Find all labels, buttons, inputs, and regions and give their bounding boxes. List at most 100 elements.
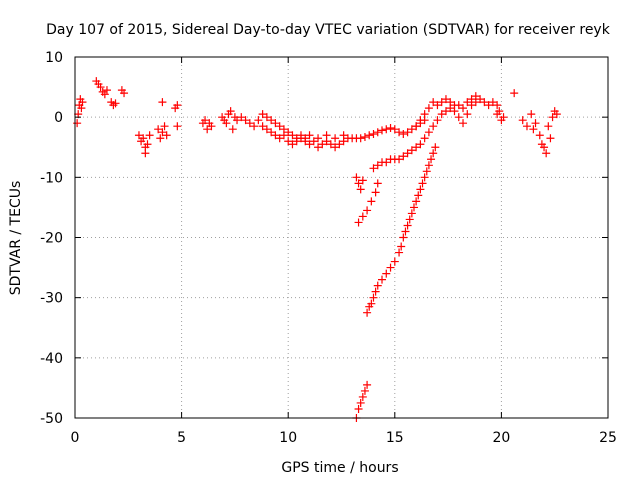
data-point xyxy=(139,134,148,143)
y-tick-label: -20 xyxy=(40,231,63,247)
data-point xyxy=(162,131,171,140)
data-point xyxy=(373,161,382,170)
plot-frame xyxy=(74,56,609,419)
data-point xyxy=(363,380,372,389)
data-point xyxy=(386,263,395,272)
data-point xyxy=(390,125,399,134)
data-point xyxy=(403,128,412,137)
data-point xyxy=(414,191,423,200)
data-point xyxy=(356,134,365,143)
data-point xyxy=(397,242,406,251)
data-point xyxy=(284,128,293,137)
data-point xyxy=(431,143,440,152)
data-point xyxy=(73,119,82,128)
data-point xyxy=(416,140,425,149)
data-point xyxy=(429,122,438,131)
data-point xyxy=(424,104,433,113)
data-point xyxy=(420,134,429,143)
data-point xyxy=(529,125,538,134)
data-point xyxy=(275,122,284,131)
data-point xyxy=(233,116,242,125)
data-point xyxy=(367,197,376,206)
data-point xyxy=(399,130,408,139)
data-point xyxy=(354,179,363,188)
data-point xyxy=(284,137,293,146)
x-tick-labels: 0 5 10 15 20 25 xyxy=(71,430,617,446)
data-point xyxy=(427,155,436,164)
data-point xyxy=(111,99,120,108)
data-point xyxy=(141,149,150,158)
x-tick-label: 15 xyxy=(386,430,404,446)
y-tick-label: -50 xyxy=(40,411,63,427)
data-point xyxy=(262,113,271,122)
data-point xyxy=(386,123,395,132)
data-point xyxy=(418,179,427,188)
grid xyxy=(75,57,608,418)
data-point xyxy=(237,113,246,122)
data-point xyxy=(309,137,318,146)
data-point xyxy=(156,134,165,143)
data-point xyxy=(358,212,367,221)
data-point xyxy=(403,149,412,158)
data-point xyxy=(429,98,438,107)
data-point xyxy=(318,140,327,149)
data-point xyxy=(296,131,305,140)
data-point xyxy=(369,293,378,302)
data-point xyxy=(369,130,378,139)
data-point xyxy=(527,110,536,119)
data-point xyxy=(258,122,267,131)
x-tick-label: 20 xyxy=(492,430,510,446)
data-point xyxy=(542,149,551,158)
data-point xyxy=(331,143,340,152)
data-point xyxy=(275,134,284,143)
data-point xyxy=(158,98,167,107)
data-point xyxy=(267,128,276,137)
data-point xyxy=(102,86,111,95)
data-point xyxy=(546,134,555,143)
data-point xyxy=(158,128,167,137)
data-point xyxy=(360,133,369,142)
data-point xyxy=(160,122,169,131)
y-tick-label: -30 xyxy=(40,291,63,307)
data-point xyxy=(459,119,468,128)
data-point xyxy=(518,116,527,125)
data-point xyxy=(371,188,380,197)
data-point xyxy=(433,116,442,125)
data-point xyxy=(484,101,493,110)
data-point xyxy=(356,398,365,407)
data-point xyxy=(143,140,152,149)
data-point xyxy=(134,131,143,140)
data-point xyxy=(335,140,344,149)
data-point xyxy=(412,197,421,206)
data-point xyxy=(173,101,182,110)
data-point xyxy=(250,122,259,131)
data-point xyxy=(463,110,472,119)
data-point xyxy=(382,158,391,167)
y-tick-label: -10 xyxy=(40,170,63,186)
data-point xyxy=(412,143,421,152)
data-point xyxy=(78,98,87,107)
data-point xyxy=(367,299,376,308)
data-point xyxy=(446,98,455,107)
data-point xyxy=(535,131,544,140)
data-point xyxy=(531,119,540,128)
data-point xyxy=(471,98,480,107)
data-point xyxy=(363,206,372,215)
data-point xyxy=(488,98,497,107)
data-point xyxy=(441,107,450,116)
data-point xyxy=(352,173,361,182)
data-point xyxy=(454,113,463,122)
data-point xyxy=(322,131,331,140)
data-points xyxy=(73,77,561,422)
data-point xyxy=(358,176,367,185)
data-point xyxy=(382,125,391,134)
data-point xyxy=(420,173,429,182)
data-point xyxy=(267,116,276,125)
data-point xyxy=(145,131,154,140)
data-point xyxy=(314,143,323,152)
data-point xyxy=(245,119,254,128)
data-point xyxy=(412,122,421,131)
data-point xyxy=(433,101,442,110)
x-tick-label: 5 xyxy=(177,430,186,446)
